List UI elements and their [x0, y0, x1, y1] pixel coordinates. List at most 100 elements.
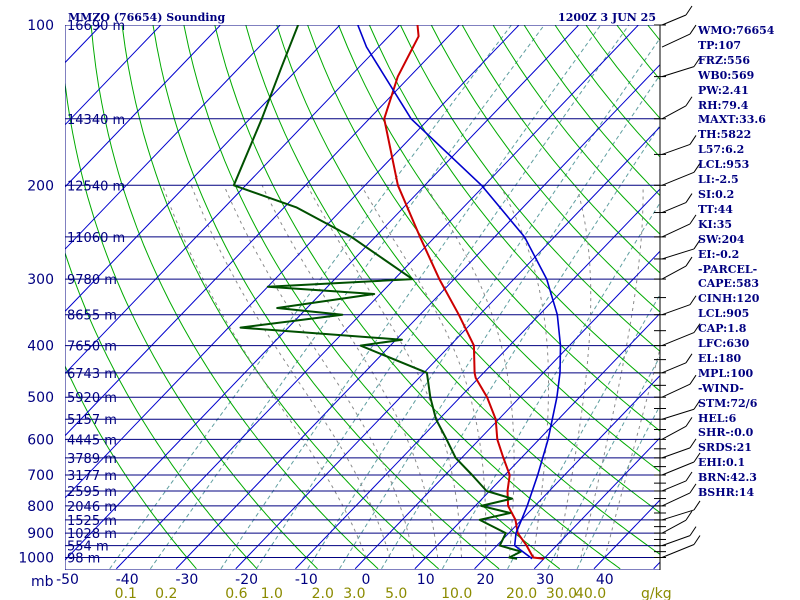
- wind-barb: [661, 519, 687, 534]
- wind-barb-flag: [689, 135, 697, 145]
- index-line: WMO:76654: [698, 24, 775, 37]
- wind-barb: [661, 143, 691, 155]
- dewpoint-profile: [232, 25, 522, 560]
- pressure-tick-label: 1000: [18, 551, 54, 567]
- dry-adiabat-line: [399, 25, 660, 352]
- dry-adiabat-line: [65, 78, 318, 570]
- wind-barb: [661, 171, 695, 186]
- wind-barb: [661, 509, 695, 521]
- isotherm-line: [65, 25, 341, 313]
- temperature-profile: [383, 25, 545, 560]
- pressure-tick-label: 900: [27, 526, 54, 542]
- isotherm-line: [65, 25, 460, 437]
- pressure-tick-label: 600: [27, 432, 54, 448]
- index-line: HEL:6: [698, 411, 737, 425]
- height-label: 11060 m: [67, 231, 125, 246]
- height-label: 98 m: [67, 552, 100, 567]
- temperature-tick-label: -30: [175, 572, 198, 588]
- mixing-ratio-line: [507, 293, 660, 570]
- plot-frame: [65, 25, 660, 570]
- wind-barb-flag: [689, 374, 697, 385]
- wind-barb-flag: [689, 24, 697, 35]
- index-line: -WIND-: [698, 381, 744, 395]
- mixing-ratio-unit: g/kg: [641, 586, 672, 600]
- index-line: L57:6.2: [698, 143, 745, 157]
- height-label: 1525 m: [67, 514, 117, 529]
- mixing-ratio-tick-label: 0.2: [155, 586, 177, 600]
- height-label: 16690 m: [67, 19, 125, 34]
- mixing-ratio-tick-label: 0.6: [225, 586, 247, 600]
- wind-barb-flag: [693, 163, 701, 173]
- dry-adiabat-line: [430, 25, 660, 313]
- dry-adiabat-line: [276, 25, 660, 514]
- wind-barb: [661, 332, 695, 347]
- index-line: LCL:905: [698, 307, 750, 321]
- wind-barb-flag: [685, 417, 693, 427]
- wind-barb: [661, 33, 691, 48]
- pressure-tick-label: 400: [27, 339, 54, 355]
- sounding-profiles: [232, 25, 562, 560]
- wind-barb: [661, 14, 687, 26]
- wind-barb: [661, 304, 691, 316]
- index-line: SW:204: [698, 232, 745, 246]
- mixing-ratio-line: [339, 74, 660, 570]
- wind-barb-flag: [689, 526, 697, 536]
- wind-barb: [661, 544, 695, 558]
- isotherm-line: [65, 25, 580, 561]
- height-label: 12540 m: [67, 179, 125, 194]
- mixing-ratio-tick-label: 10.0: [441, 586, 472, 600]
- wind-barb-flag: [693, 323, 701, 333]
- index-line: TP:107: [698, 38, 742, 52]
- mixing-ratio-line: [255, 25, 630, 570]
- index-line: BSHR:14: [698, 486, 755, 500]
- index-line: MPL:100: [698, 366, 754, 380]
- wind-barb: [661, 105, 687, 120]
- isotherm-line: [65, 25, 221, 188]
- wind-barb-flag: [689, 438, 697, 449]
- mixing-ratio-tick-label: 2.0: [312, 586, 334, 600]
- pressure-tick-label: 700: [27, 468, 54, 484]
- isotherm-line: [65, 25, 520, 499]
- wind-barb-flag: [685, 96, 693, 107]
- moist-adiabat-line: [162, 185, 367, 558]
- dry-adiabat-line: [121, 25, 439, 570]
- background-lines: [65, 25, 660, 570]
- wind-barb-flag: [689, 295, 697, 305]
- index-line: RH:79.4: [698, 98, 749, 112]
- isotherm-line: [65, 25, 400, 375]
- index-line: BRN:42.3: [698, 471, 757, 485]
- index-line: KI:35: [698, 217, 733, 231]
- wind-barb-flag: [693, 239, 701, 250]
- index-line: LFC:630: [698, 337, 750, 351]
- index-line: SI:0.2: [698, 187, 735, 201]
- axis-labels: 16690 m 14340 m 12540 m 11060 m 9780 m 8655 m…: [18, 18, 613, 600]
- station-title: MMZO (76654) Sounding: [68, 11, 225, 24]
- wind-barb-flag: [693, 452, 701, 463]
- wind-barb: [661, 492, 691, 507]
- height-label: 6743 m: [67, 367, 117, 382]
- temperature-tick-label: 20: [476, 572, 494, 588]
- pressure-tick-label: 200: [27, 178, 54, 194]
- dry-adiabat-line: [368, 25, 660, 392]
- height-label: 2595 m: [67, 485, 117, 500]
- isotherm-line: [116, 25, 639, 570]
- isotherm-line: [474, 374, 660, 570]
- wind-barb-flag: [685, 193, 693, 203]
- height-label: 2046 m: [67, 500, 117, 515]
- pressure-tick-label: 800: [27, 499, 54, 515]
- wind-barb-flag: [693, 399, 701, 410]
- height-label: 5157 m: [67, 413, 117, 428]
- index-line: CINH:120: [698, 292, 760, 306]
- height-label: 4445 m: [67, 433, 117, 448]
- height-label: 554 m: [67, 540, 109, 555]
- wind-barb-flag: [685, 510, 693, 521]
- wind-barb: [661, 383, 691, 398]
- mixing-ratio-line: [220, 25, 602, 570]
- index-line: WB0:569: [698, 68, 755, 82]
- dry-adiabat-line: [65, 251, 258, 570]
- wind-barb: [661, 223, 691, 238]
- isotherm-line: [414, 312, 660, 570]
- mixing-ratio-tick-label: 1.0: [261, 586, 283, 600]
- height-label: 7650 m: [67, 340, 117, 355]
- mixing-ratio-tick-label: 40.0: [575, 586, 606, 600]
